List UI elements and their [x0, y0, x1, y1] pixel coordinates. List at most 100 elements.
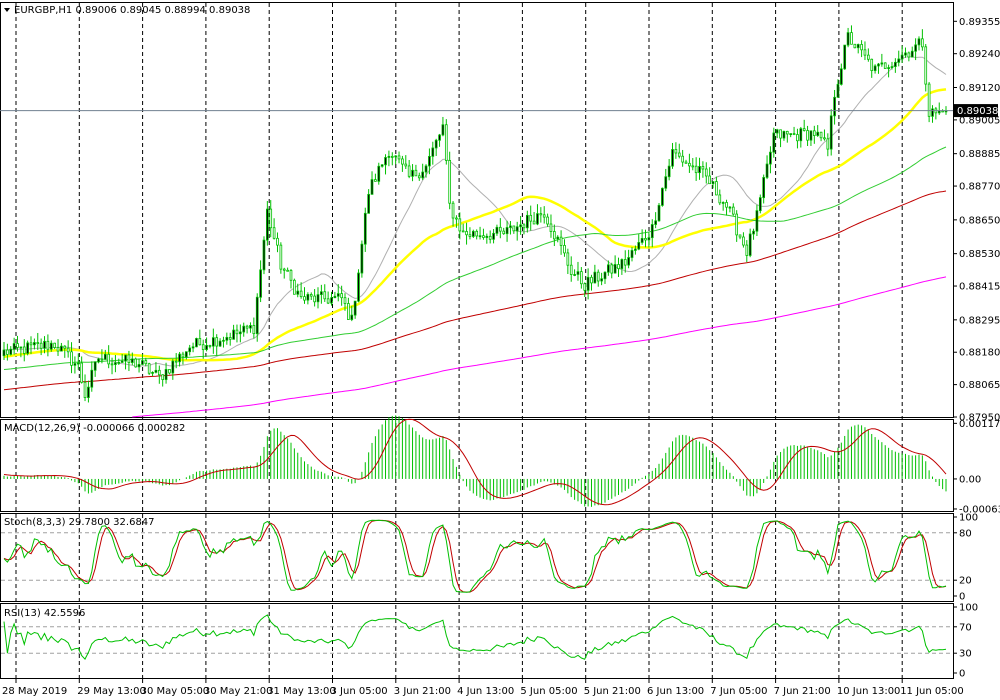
candle-body	[326, 298, 330, 304]
candle-body	[603, 271, 607, 280]
candle-body	[293, 279, 296, 295]
candle-body	[411, 169, 414, 177]
rsi-tick-label: 100	[959, 603, 978, 614]
ma-line-100	[3, 146, 947, 370]
candle-body	[141, 360, 144, 365]
candle-body	[9, 348, 13, 355]
candle-body	[698, 166, 701, 174]
candle-body	[900, 54, 904, 60]
candle-body	[272, 227, 276, 239]
candle-body	[444, 124, 448, 161]
candle-body	[468, 234, 472, 237]
time-tick-label: 7 Jun 05:00	[710, 686, 767, 697]
candle-body	[684, 161, 688, 164]
macd-tick-label: 0.00	[959, 474, 981, 485]
candle-body	[536, 213, 539, 225]
stochastic-main-line	[3, 519, 947, 593]
candle-body	[168, 369, 171, 374]
candle-body	[623, 259, 627, 266]
price-tick-label: 0.88650	[959, 215, 1000, 226]
candle-body	[471, 230, 475, 237]
candle-body	[29, 342, 33, 346]
candle-body	[688, 162, 691, 167]
candle-body	[694, 165, 698, 174]
candle-body	[330, 297, 333, 304]
candle-body	[80, 362, 83, 383]
main-panel-frame	[0, 2, 954, 418]
candle-body	[742, 236, 745, 246]
candle-body	[708, 175, 711, 185]
macd-title: MACD(12,26,9) -0.000066 0.000282	[4, 423, 185, 434]
collapse-arrow-icon[interactable]	[4, 8, 10, 12]
candle-body	[914, 44, 917, 52]
candle-body	[812, 130, 816, 136]
candle-body	[269, 208, 273, 229]
time-tick-label: 11 Jun 05:00	[900, 686, 964, 697]
candle-body	[249, 325, 252, 329]
candle-body	[181, 353, 185, 358]
candle-body	[16, 343, 19, 348]
stochastic-axis: 100 80 20 0	[953, 513, 978, 603]
candle-body	[840, 68, 843, 85]
candle-body	[816, 131, 820, 136]
candle-body	[735, 213, 738, 236]
candle-body	[384, 157, 387, 166]
price-tick-label: 0.88770	[959, 182, 1000, 193]
candle-body	[674, 149, 678, 154]
candle-body	[715, 181, 718, 196]
candle-body	[12, 343, 16, 350]
candle-body	[819, 131, 823, 139]
candle-body	[593, 271, 597, 284]
candle-body	[448, 160, 452, 204]
candle-body	[178, 353, 181, 363]
candle-body	[860, 44, 863, 51]
candle-body	[620, 259, 624, 270]
candle-body	[823, 137, 826, 140]
price-tick-label: 0.88295	[959, 315, 1000, 326]
candle-body	[779, 129, 782, 139]
candle-body	[157, 369, 161, 376]
candle-body	[485, 235, 489, 238]
candle-body	[701, 166, 705, 170]
candle-body	[637, 242, 641, 250]
candle-body	[667, 165, 671, 178]
time-tick-label: 5 Jun 05:00	[520, 686, 577, 697]
candle-body	[937, 110, 941, 114]
candle-body	[515, 226, 519, 232]
candle-body	[205, 344, 208, 350]
candle-body	[553, 231, 556, 240]
candle-body	[367, 193, 370, 214]
candle-body	[336, 293, 340, 297]
candle-body	[782, 130, 786, 139]
time-tick-label: 5 Jun 21:00	[584, 686, 641, 697]
candle-body	[829, 115, 833, 150]
candle-body	[657, 204, 661, 222]
candle-body	[195, 338, 198, 348]
candle-body	[259, 269, 262, 298]
candle-body	[414, 169, 418, 177]
candle-body	[387, 155, 391, 158]
time-tick-label: 4 Jun 13:00	[457, 686, 514, 697]
macd-panel: 0.001179 0.00 -0.000637 MACD(12,26,9) -0.0…	[3, 415, 1000, 515]
candle-body	[286, 269, 289, 272]
candle-body	[212, 337, 215, 347]
candle-body	[33, 342, 36, 346]
candle-body	[374, 179, 377, 182]
candle-body	[188, 347, 192, 353]
candle-body	[6, 349, 9, 355]
candle-body	[461, 230, 465, 233]
price-tick-label: 0.89240	[959, 49, 1000, 60]
time-tick-label: 7 Jun 21:00	[774, 686, 831, 697]
candle-body	[350, 314, 354, 320]
candle-body	[809, 130, 813, 141]
rsi-tick-label: 0	[959, 669, 965, 680]
candle-body	[377, 165, 381, 182]
candle-body	[863, 49, 867, 56]
candle-body	[333, 295, 337, 299]
candle-body	[63, 345, 67, 349]
candle-body	[883, 62, 887, 69]
candle-body	[370, 179, 374, 195]
candle-body	[320, 291, 323, 295]
